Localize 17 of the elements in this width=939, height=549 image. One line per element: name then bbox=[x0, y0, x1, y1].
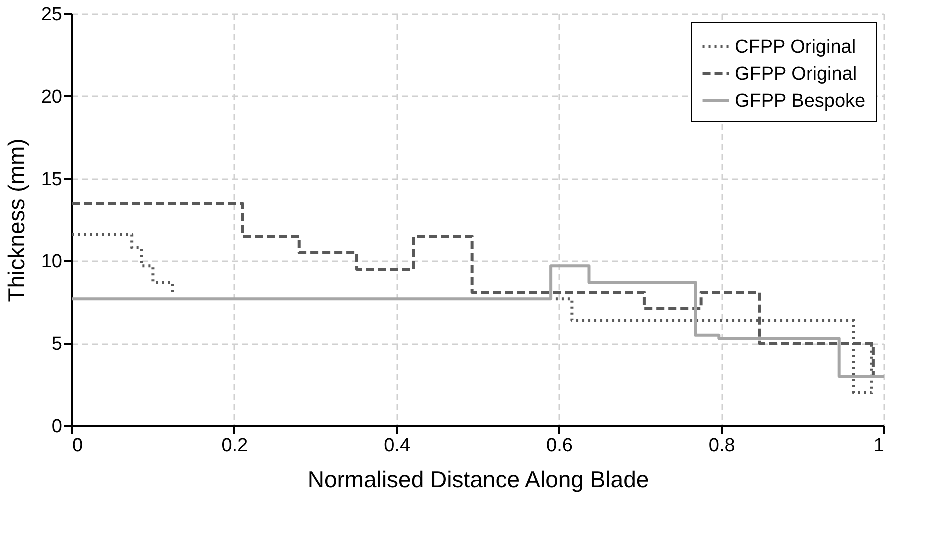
y-tick-label: 10 bbox=[41, 252, 62, 273]
legend-label: CFPP Original bbox=[735, 37, 856, 58]
x-tick-label: 0.4 bbox=[384, 436, 411, 456]
x-tick-label: 1 bbox=[874, 436, 884, 456]
legend-label: GFPP Original bbox=[735, 64, 858, 85]
y-tick-label: 20 bbox=[41, 86, 62, 108]
y-tick-label: 5 bbox=[52, 334, 62, 356]
y-tick-label: 15 bbox=[41, 169, 62, 190]
y-tick-label: 25 bbox=[41, 4, 62, 26]
x-tick-label: 0 bbox=[72, 436, 84, 456]
y-axis-title: Thickness (mm) bbox=[3, 138, 30, 302]
x-axis-title: Normalised Distance Along Blade bbox=[308, 466, 650, 492]
x-tick-label: 0.2 bbox=[222, 436, 248, 456]
x-tick-label: 0.6 bbox=[546, 436, 573, 456]
y-tick-label: 0 bbox=[52, 416, 62, 438]
legend-label: GFPP Bespoke bbox=[735, 91, 866, 112]
x-tick-label: 0.8 bbox=[708, 436, 736, 456]
